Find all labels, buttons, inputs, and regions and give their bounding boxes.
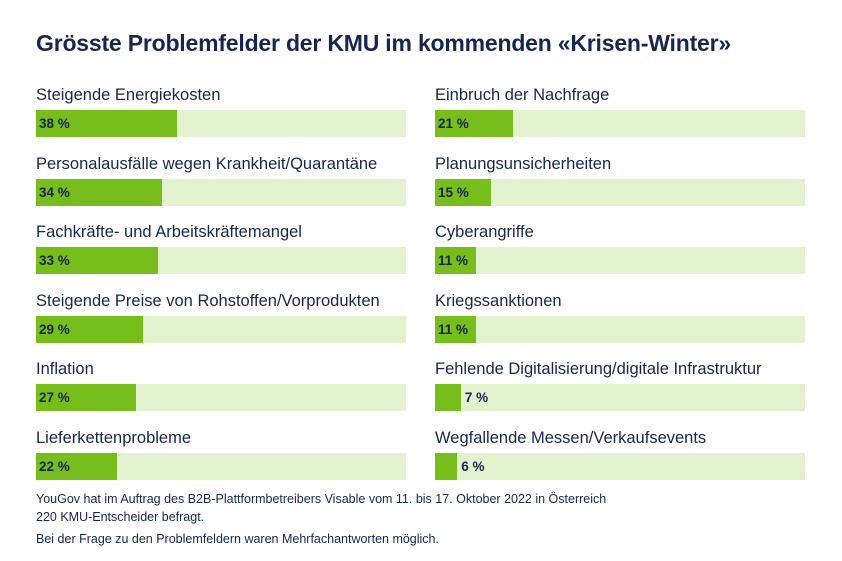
bar-category-label: Steigende Preise von Rohstoffen/Vorprodu… <box>36 291 380 310</box>
footnote-source-line-2: 220 KMU-Entscheider befragt. <box>36 510 205 524</box>
bar-track: 7 % <box>435 384 805 411</box>
bar-fill <box>435 110 513 137</box>
bar-track: 29 % <box>36 315 406 343</box>
bar-category-label: Cyberangriffe <box>435 223 534 241</box>
bar-fill <box>36 178 162 206</box>
bar-fill <box>36 247 159 274</box>
footnote-source-line-1: YouGov hat im Auftrag des B2B-Plattformb… <box>36 492 607 506</box>
bar-item: Kriegssanktionen 11 % <box>435 290 805 359</box>
bar-track: 34 % <box>36 178 406 206</box>
bar-fill <box>435 452 458 480</box>
bar-category-label: Fachkräfte- und Arbeitskräftemangel <box>36 223 302 241</box>
bar-item: Fehlende Digitalisierung/digitale Infras… <box>435 358 805 427</box>
bar-category-label: Lieferkettenprobleme <box>36 428 192 447</box>
bar-fill <box>36 452 118 480</box>
chart-title: Grösste Problemfelder der KMU im kommend… <box>36 30 731 56</box>
bar-item: Steigende Preise von Rohstoffen/Vorprodu… <box>36 290 406 359</box>
bar-category-label: Inflation <box>36 360 94 378</box>
bar-fill <box>36 384 136 411</box>
bar-value-label: 22 % <box>39 458 70 474</box>
bar-item: Lieferkettenprobleme 22 % <box>36 427 406 496</box>
bar-track: 6 % <box>435 452 805 480</box>
bar-track: 33 % <box>36 247 406 274</box>
bar-item: Planungsunsicherheiten 15 % <box>435 153 805 222</box>
bar-category-label: Fehlende Digitalisierung/digitale Infras… <box>435 360 762 378</box>
bar-value-label: 34 % <box>39 184 70 200</box>
bar-track: 11 % <box>435 315 805 343</box>
bar-fill <box>435 247 476 274</box>
bar-item: Einbruch der Nachfrage 21 % <box>435 84 805 153</box>
bar-track: 15 % <box>435 178 805 206</box>
footnote-multiple-answers: Bei der Frage zu den Problemfeldern ware… <box>36 532 439 546</box>
bar-item: Cyberangriffe 11 % <box>435 221 805 290</box>
footnotes: YouGov hat im Auftrag des B2B-Plattformb… <box>36 490 606 548</box>
bar-fill <box>36 110 177 137</box>
chart-column-left: Steigende Energiekosten 38 % Personalausfä… <box>36 84 406 495</box>
bar-category-label: Steigende Energiekosten <box>36 86 221 104</box>
bar-category-label: Planungsunsicherheiten <box>435 154 612 173</box>
bar-item: Steigende Energiekosten 38 % <box>36 84 406 153</box>
bar-item: Personalausfälle wegen Krankheit/Quarant… <box>36 153 406 222</box>
bar-track: 38 % <box>36 110 406 137</box>
bar-value-label: 21 % <box>438 116 469 131</box>
bar-value-label: 11 % <box>438 253 469 268</box>
bar-value-label: 29 % <box>39 321 70 337</box>
bar-value-label: 6 % <box>461 458 485 474</box>
bar-item: Wegfallende Messen/Verkaufsevents 6 % <box>435 427 805 496</box>
bar-fill <box>36 315 144 343</box>
bar-track: 11 % <box>435 247 805 274</box>
bar-category-label: Einbruch der Nachfrage <box>435 86 610 104</box>
bar-value-label: 33 % <box>39 253 70 268</box>
bar-category-label: Personalausfälle wegen Krankheit/Quarant… <box>36 154 378 173</box>
bar-fill <box>435 315 476 343</box>
bar-item: Inflation 27 % <box>36 358 406 427</box>
bar-category-label: Kriegssanktionen <box>435 291 562 310</box>
footnote-source: YouGov hat im Auftrag des B2B-Plattformb… <box>36 490 606 526</box>
bar-track: 21 % <box>435 110 805 137</box>
bar-fill <box>435 384 461 411</box>
bar-track: 27 % <box>36 384 406 411</box>
bar-value-label: 38 % <box>39 116 70 131</box>
bar-value-label: 27 % <box>39 390 70 405</box>
bar-item: Fachkräfte- und Arbeitskräftemangel 33 % <box>36 221 406 290</box>
bar-value-label: 11 % <box>438 321 469 337</box>
bar-track: 22 % <box>36 452 406 480</box>
bar-fill <box>435 178 491 206</box>
bar-value-label: 7 % <box>464 390 489 405</box>
bar-value-label: 15 % <box>438 184 469 200</box>
chart-column-right: Einbruch der Nachfrage 21 % Planungsunsich… <box>435 84 805 495</box>
bar-category-label: Wegfallende Messen/Verkaufsevents <box>435 428 707 447</box>
